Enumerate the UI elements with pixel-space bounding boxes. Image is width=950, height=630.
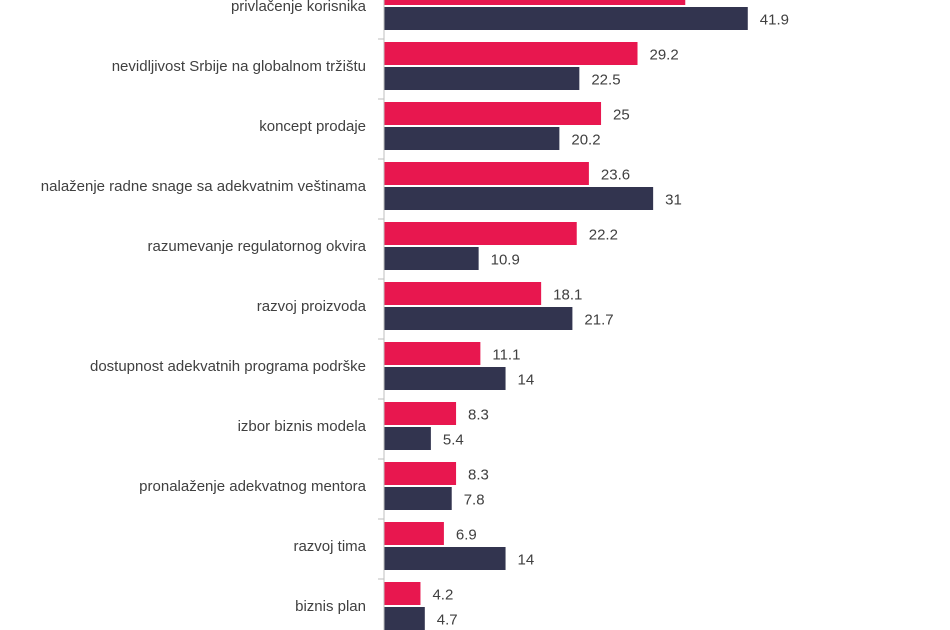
bar-series-2 — [384, 7, 748, 30]
y-axis — [378, 0, 385, 630]
bar-series-1 — [384, 162, 589, 185]
value-label: 25 — [613, 107, 630, 124]
bar-series-1 — [384, 222, 577, 245]
value-label: 5.4 — [443, 432, 464, 449]
bar-series-2 — [384, 247, 479, 270]
category-label: razumevanje regulatornog okvira — [148, 238, 367, 255]
value-label: 22.5 — [591, 72, 620, 89]
value-label: 11.1 — [492, 347, 520, 364]
category-labels: privlačenje korisnika nevidljivost Srbije… — [41, 0, 367, 615]
category-label: dostupnost adekvatnih programa podrške — [90, 358, 366, 375]
value-label: 14 — [518, 552, 535, 569]
category-label: biznis plan — [295, 598, 366, 615]
category-label: nevidljivost Srbije na globalnom tržištu — [112, 58, 366, 75]
value-label: 31 — [665, 192, 682, 209]
bar-series-2 — [384, 427, 431, 450]
bar-series-1 — [384, 42, 638, 65]
bar-series-2 — [384, 187, 654, 210]
category-label: izbor biznis modela — [238, 418, 367, 435]
value-label: 7.8 — [464, 492, 485, 509]
bar-series-2 — [384, 607, 425, 630]
bar-series-1 — [384, 462, 457, 485]
bar-series-2 — [384, 127, 560, 150]
value-label: 18.1 — [553, 287, 582, 304]
category-label: koncept prodaje — [259, 118, 366, 135]
value-labels: 34.7 41.9 29.2 22.5 25 20.2 23.6 31 22.2 10.9 18.1… — [432, 0, 789, 629]
category-label: nalaženje radne snage sa adekvatnim vešt… — [41, 178, 367, 195]
value-label: 34.7 — [697, 0, 726, 4]
category-label: privlačenje korisnika — [231, 0, 367, 15]
value-label: 29.2 — [650, 47, 679, 64]
value-label: 4.2 — [432, 587, 453, 604]
bar-series-1 — [384, 582, 421, 605]
bar-series-2 — [384, 307, 573, 330]
value-label: 21.7 — [584, 312, 613, 329]
bar-series-1 — [384, 282, 542, 305]
bar-series-1 — [384, 522, 444, 545]
bar-series-1 — [384, 102, 602, 125]
value-label: 20.2 — [571, 132, 600, 149]
value-label: 22.2 — [589, 227, 618, 244]
bar-series-2 — [384, 67, 580, 90]
bars — [384, 0, 748, 630]
bar-series-2 — [384, 487, 452, 510]
value-label: 14 — [518, 372, 535, 389]
bar-series-1 — [384, 0, 686, 5]
category-label: pronalaženje adekvatnog mentora — [139, 478, 366, 495]
value-label: 10.9 — [491, 252, 520, 269]
value-label: 8.3 — [468, 467, 489, 484]
bar-series-2 — [384, 367, 506, 390]
value-label: 23.6 — [601, 167, 630, 184]
bar-series-1 — [384, 402, 457, 425]
category-label: razvoj tima — [293, 538, 366, 555]
value-label: 4.7 — [437, 612, 458, 629]
bar-series-1 — [384, 342, 481, 365]
bar-series-2 — [384, 547, 506, 570]
value-label: 41.9 — [760, 12, 789, 29]
value-label: 8.3 — [468, 407, 489, 424]
value-label: 6.9 — [456, 527, 477, 544]
category-label: razvoj proizvoda — [257, 298, 367, 315]
